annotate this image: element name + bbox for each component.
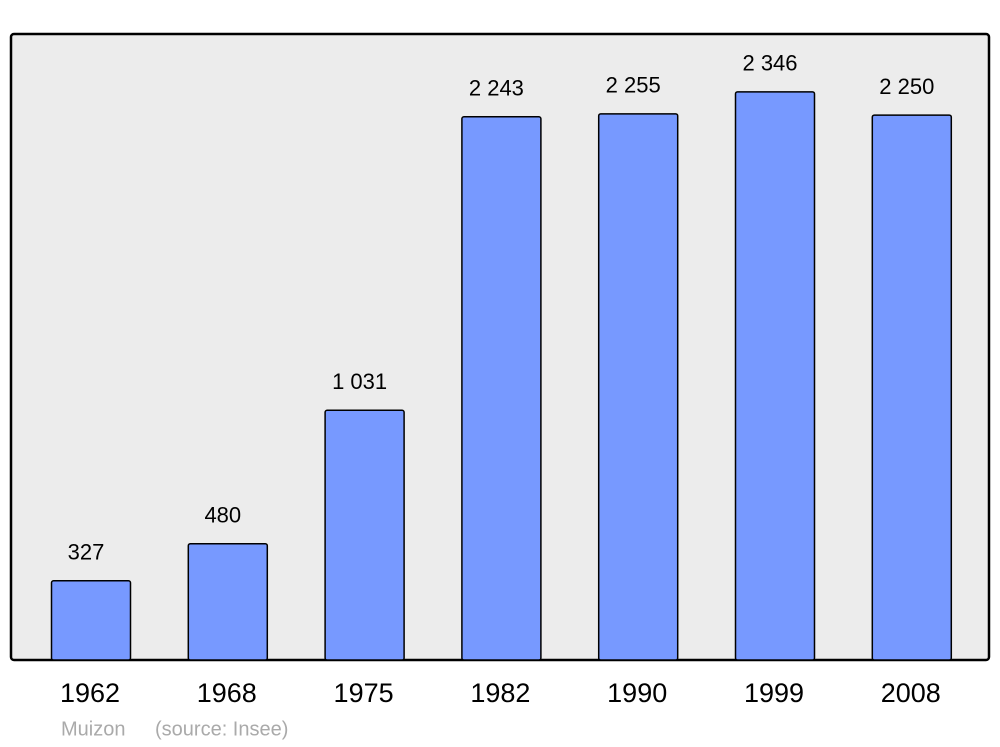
value-label: 2 255 — [606, 73, 661, 98]
bar — [461, 116, 542, 661]
bar — [871, 114, 953, 661]
x-tick-label: 2008 — [881, 678, 941, 708]
x-tick-label: 1990 — [607, 678, 667, 708]
bar — [187, 542, 269, 661]
x-tick-label: 1962 — [60, 678, 120, 708]
caption: Muizon — [61, 718, 125, 740]
x-tick-label: 1999 — [744, 678, 804, 708]
value-label: 2 250 — [879, 74, 934, 99]
x-tick-label: 1968 — [197, 678, 257, 708]
x-tick-label: 1975 — [334, 678, 394, 708]
bar — [597, 113, 679, 661]
value-label: 1 031 — [332, 369, 387, 394]
x-tick-label: 1982 — [470, 678, 530, 708]
value-label: 480 — [204, 503, 241, 528]
source: (source: Insee) — [155, 718, 288, 740]
value-label: 327 — [68, 540, 105, 565]
bar — [324, 409, 405, 661]
value-label: 2 243 — [469, 76, 524, 101]
value-label: 2 346 — [742, 51, 797, 76]
bar — [734, 91, 816, 661]
bar — [50, 580, 132, 661]
